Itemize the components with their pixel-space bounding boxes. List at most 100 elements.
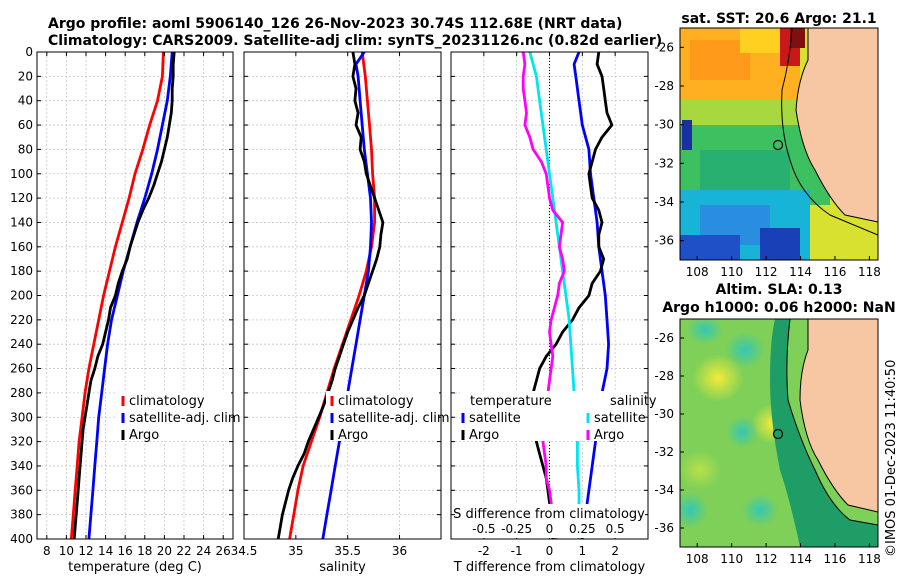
lon-tick-label: 110 [720,552,743,566]
difference-panel: -2 -1 0 1 2 T difference from climatology temp… [450,51,657,575]
sla-land [800,319,878,512]
legend-label: Argo [594,428,624,443]
lon-tick-label: 118 [858,552,881,566]
lat-tick-label: -26 [654,40,674,54]
lat-tick-label: -30 [654,407,674,421]
temperature-xlabel: temperature (deg C) [68,560,202,575]
lon-tick-label: 108 [686,265,709,279]
y-tick-label: 320 [10,435,33,449]
legend-item: satellite [586,411,646,426]
s-tick-label: 0 [546,522,554,536]
lon-tick-label: 110 [720,265,743,279]
x-tick-label: 18 [137,544,152,558]
difference-series-salinity-argo [521,52,566,539]
legend-title-temperature: temperature [470,394,552,409]
salinity-series-climatology [288,52,377,539]
legend-item: satellite [461,411,521,426]
legend-label: climatology [129,394,205,409]
lat-tick-label: -32 [654,445,674,459]
y-tick-label: 260 [10,362,33,376]
legend-label: Argo [469,428,499,443]
x-tick-label: 20 [157,544,172,558]
lon-tick-label: 114 [789,552,812,566]
sla-map-title2: Argo h1000: 0.06 h2000: NaN [662,300,895,316]
figure-title-line1: Argo profile: aoml 5906140_126 26-Nov-20… [48,16,622,32]
y-tick-label: 80 [18,142,33,156]
s-axis-bg [455,504,645,538]
legend-item: satellite-adj. clim [330,411,450,426]
legend-item: satellite-adj. clim [121,411,241,426]
legend-item: Argo [461,428,499,443]
x-tick-label: 1 [579,544,587,558]
temperature-series-climatology [69,52,165,539]
x-tick-label: 26 [216,544,231,558]
salinity-series-argo [276,52,385,539]
salinity-xlabel: salinity [319,560,366,575]
y-tick-label: 0 [25,45,33,59]
x-tick-label: 35.5 [334,544,361,558]
lon-tick-label: 116 [824,552,847,566]
difference-series [521,52,614,539]
s-axis-label: S difference from climatology [453,507,645,522]
difference-xlabel: T difference from climatology [453,560,646,575]
x-tick-label: 34.5 [231,544,258,558]
legend-item: climatology [330,394,414,409]
lon-tick-label: 108 [686,552,709,566]
x-tick-label: 24 [196,544,211,558]
sla-shelf [770,319,878,547]
lat-tick-label: -36 [654,521,674,535]
sst-map-title: sat. SST: 20.6 Argo: 21.1 [681,11,876,27]
x-tick-label: 14 [98,544,113,558]
legend-label: Argo [129,428,159,443]
lat-tick-label: -26 [654,331,674,345]
sst-land [796,28,878,222]
lon-tick-label: 112 [755,265,778,279]
legend-label: satellite [594,411,646,426]
y-tick-label: 100 [10,167,33,181]
lon-tick-label: 118 [858,265,881,279]
x-tick-label: 0 [546,544,554,558]
salinity-grid [243,51,441,540]
temperature-grid [37,51,233,540]
legend-item: Argo [586,428,624,443]
temperature-legend-bg [117,391,231,441]
x-tick-label: 22 [176,544,191,558]
y-tick-label: 120 [10,191,33,205]
y-tick-label: 300 [10,410,33,424]
legend-label: Argo [338,428,368,443]
lat-tick-label: -30 [654,118,674,132]
y-tick-label: 20 [18,69,33,83]
temperature-series-argo [72,52,176,539]
x-tick-label: -2 [478,544,490,558]
legend-label: satellite [469,411,521,426]
x-tick-label: -1 [511,544,523,558]
x-tick-label: 35 [288,544,303,558]
y-tick-label: 380 [10,508,33,522]
difference-series-temperature-satellite [572,52,610,539]
sla-map: Altim. SLA: 0.13 Argo h1000: 0.06 h2000:… [654,282,895,566]
lon-tick-label: 112 [755,552,778,566]
x-tick-label: 12 [78,544,93,558]
salinity-series-satellite-adj-clim [321,52,373,539]
lat-tick-label: -34 [654,195,674,209]
sla-map-title1: Altim. SLA: 0.13 [715,282,842,298]
x-tick-label: 36 [392,544,407,558]
y-tick-label: 360 [10,483,33,497]
legend-label: satellite-adj. clim [129,411,241,426]
y-tick-label: 400 [10,532,33,546]
lat-tick-label: -32 [654,156,674,170]
difference-series-temperature-argo [531,52,614,539]
legend-item: climatology [121,394,205,409]
legend-item: Argo [121,428,159,443]
y-tick-label: 240 [10,337,33,351]
s-tick-label: -0.5 [472,522,495,536]
legend-label: satellite-adj. clim [338,411,450,426]
figure-title-line2: Climatology: CARS2009. Satellite-adj cli… [48,33,662,49]
legend-title-salinity: salinity [610,394,657,409]
y-tick-label: 340 [10,459,33,473]
temperature-panel: 8 10 12 14 16 18 20 22 24 26 temperature (deg C) 0 2… [10,45,241,575]
sst-float-marker [772,139,784,151]
legend-item: Argo [330,428,368,443]
sst-map: sat. SST: 20.6 Argo: 21.1 108 110 112 114 11… [654,11,880,279]
